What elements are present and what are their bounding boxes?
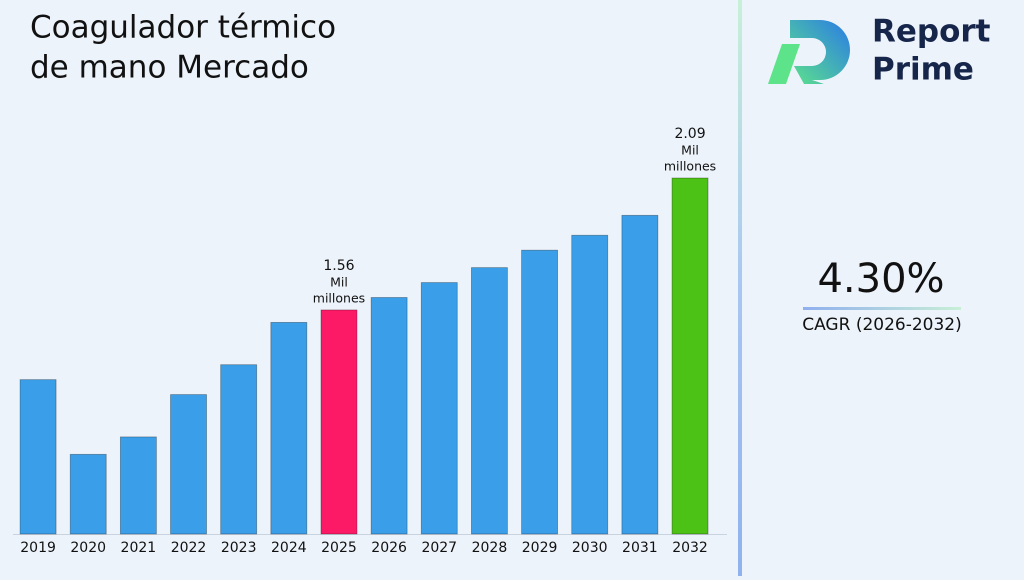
logo-mark [768, 44, 800, 84]
x-tick-label: 2027 [421, 540, 457, 556]
bar [270, 321, 308, 535]
data-label-unit: Mil [330, 274, 348, 289]
x-tick-label: 2032 [672, 540, 708, 556]
x-tick-label: 2019 [20, 540, 56, 556]
bar [119, 436, 157, 535]
bar [19, 379, 57, 535]
data-label: 2.09 [674, 126, 705, 142]
bar [220, 364, 258, 535]
bar [621, 214, 659, 535]
cagr-value: 4.30% [817, 256, 944, 302]
x-tick-label: 2021 [121, 540, 157, 556]
bar [320, 309, 358, 535]
bar [370, 297, 408, 535]
data-label-unit: millones [664, 158, 716, 173]
x-tick-label: 2031 [622, 540, 658, 556]
x-tick-label: 2030 [572, 540, 608, 556]
data-label-unit: millones [313, 290, 365, 305]
logo-text: Prime [872, 52, 974, 88]
bar [521, 249, 558, 535]
logo-text: Report [872, 14, 991, 50]
bar [420, 282, 458, 535]
logo-mark [790, 20, 850, 84]
cagr-underline [803, 307, 961, 310]
x-tick-label: 2024 [271, 540, 307, 556]
x-tick-label: 2022 [171, 540, 207, 556]
logo: Report Prime [768, 14, 991, 88]
x-tick-label: 2026 [371, 540, 407, 556]
data-label: 1.56 [323, 258, 354, 274]
chart-title: Coagulador térmico [30, 10, 336, 46]
x-tick-label: 2023 [221, 540, 257, 556]
separator [738, 0, 742, 576]
x-tick-label: 2028 [472, 540, 508, 556]
x-tick-label: 2029 [522, 540, 558, 556]
bar [671, 177, 709, 535]
chart-title: de mano Mercado [30, 50, 309, 86]
bar [471, 267, 508, 535]
data-label-unit: Mil [681, 142, 699, 157]
x-tick-label: 2025 [321, 540, 357, 556]
cagr-label: CAGR (2026-2032) [802, 315, 962, 335]
bar [571, 234, 609, 535]
bar [170, 394, 207, 535]
bar [69, 453, 107, 535]
x-tick-label: 2020 [70, 540, 106, 556]
